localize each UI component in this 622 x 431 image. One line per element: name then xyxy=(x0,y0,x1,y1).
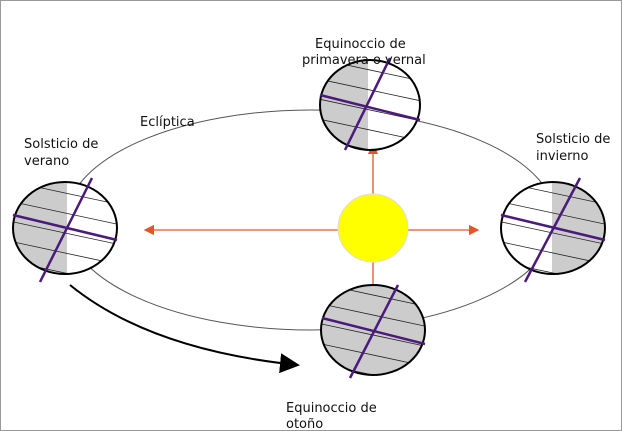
label: Solsticio de xyxy=(536,132,610,147)
label: primavera o vernal xyxy=(302,53,426,68)
ecliptic-label: Eclíptica xyxy=(140,115,195,130)
diagram: Eclíptica Equinoccio de primavera o vern… xyxy=(0,0,622,431)
label: Equinoccio de xyxy=(286,401,377,416)
label: otoño xyxy=(286,417,323,431)
label: Solsticio de xyxy=(24,137,98,152)
label: verano xyxy=(24,154,69,169)
label: invierno xyxy=(536,149,589,164)
label: Equinoccio de xyxy=(315,37,406,52)
sun xyxy=(338,194,408,262)
